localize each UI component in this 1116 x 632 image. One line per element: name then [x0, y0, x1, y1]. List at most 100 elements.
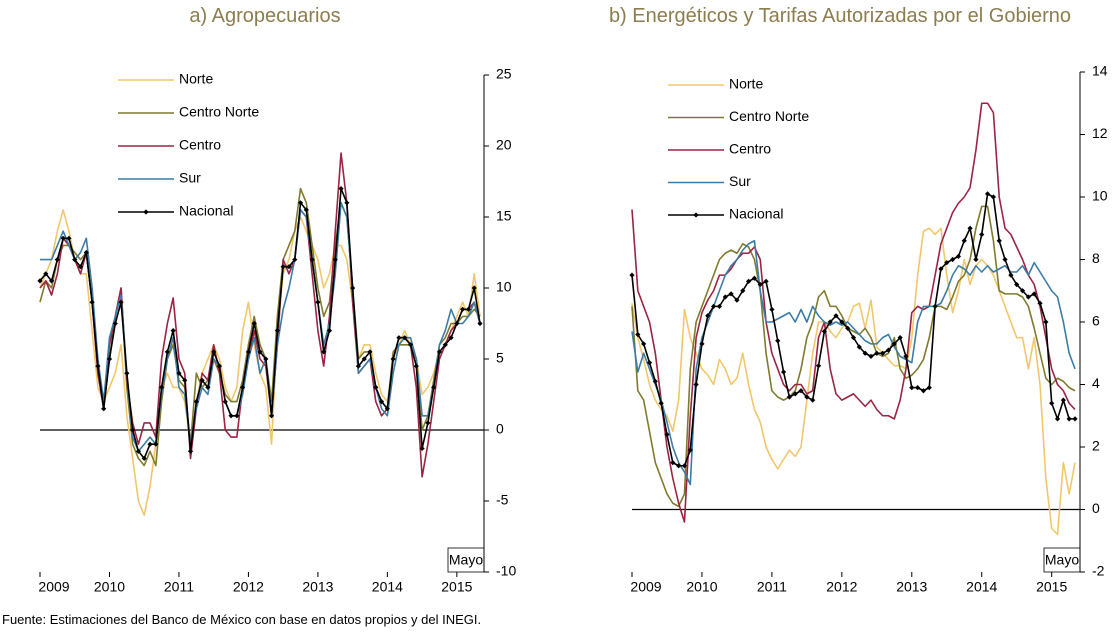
x-tick-label: 2009 [38, 579, 69, 595]
series-marker [193, 399, 199, 405]
legend-label: Sur [179, 170, 201, 186]
series-marker [745, 278, 752, 284]
x-tick-label: 2011 [164, 579, 194, 595]
annotation: Mayo [1045, 552, 1079, 568]
series-line [40, 202, 481, 453]
series-marker [664, 431, 670, 438]
x-tick-label: 2009 [630, 579, 661, 595]
series-marker [164, 349, 170, 355]
series-marker [274, 328, 280, 334]
series-marker [699, 341, 705, 347]
series-marker [390, 356, 396, 362]
legend-marker [693, 212, 699, 218]
y-tick-label: 20 [496, 137, 512, 153]
series-marker [903, 353, 909, 359]
legend-label: Nacional [729, 206, 783, 222]
x-tick-label: 2012 [826, 579, 857, 595]
series-marker [77, 264, 84, 270]
series-marker [170, 328, 176, 334]
series-marker [734, 297, 740, 303]
annotation-box [1043, 547, 1081, 573]
series-marker [396, 335, 402, 341]
series-marker [1037, 300, 1043, 306]
series-marker [1043, 319, 1049, 325]
x-tick-label: 2010 [686, 579, 717, 595]
series-marker [37, 278, 43, 284]
series-marker [286, 264, 292, 270]
series-marker [938, 266, 944, 272]
series-marker [413, 363, 419, 369]
legend-label: Centro [179, 137, 221, 153]
series-marker [60, 235, 66, 241]
series-line [39, 209, 481, 516]
legend-label: Centro Norte [729, 108, 809, 124]
series-marker [95, 363, 101, 369]
series-marker [815, 363, 822, 369]
series-marker [257, 349, 263, 355]
series-marker [460, 306, 466, 312]
series-marker [280, 264, 286, 270]
series-marker [658, 400, 664, 406]
series-marker [332, 257, 338, 263]
series-marker [384, 406, 390, 412]
series-marker [635, 331, 641, 338]
series-marker [810, 397, 816, 403]
series-marker [326, 328, 333, 334]
series-marker [874, 350, 880, 356]
series-marker [780, 369, 787, 375]
series-marker [827, 319, 833, 325]
y-tick-label: 4 [1092, 375, 1100, 391]
series-marker [862, 350, 868, 356]
series-marker [240, 384, 246, 390]
series-marker [856, 344, 862, 350]
y-tick-label: 14 [1092, 63, 1108, 79]
series-marker [101, 406, 107, 412]
series-marker [465, 306, 472, 312]
series-marker [1060, 397, 1066, 403]
y-tick-label: 6 [1092, 313, 1100, 329]
series-marker [153, 441, 159, 447]
x-tick-label: 2010 [94, 579, 125, 595]
series-marker [763, 278, 769, 284]
series-marker [112, 320, 118, 327]
series-marker [891, 341, 897, 347]
series-marker [1019, 288, 1026, 294]
series-marker [147, 441, 153, 447]
series-marker [118, 299, 124, 305]
series-marker [1025, 294, 1031, 300]
series-marker [477, 320, 483, 327]
series-marker [990, 194, 996, 200]
series-marker [1049, 400, 1055, 406]
x-tick-label: 2012 [233, 579, 264, 595]
legend-label: Sur [729, 173, 751, 189]
series-marker [344, 200, 350, 206]
series-marker [436, 349, 443, 355]
x-tick-label: 2013 [896, 579, 927, 595]
series-marker [705, 313, 711, 319]
series-marker [425, 420, 431, 426]
series-marker [373, 384, 379, 390]
series-line [631, 205, 1076, 508]
series-marker [926, 385, 932, 391]
series-line [39, 187, 481, 467]
series-marker [920, 388, 927, 394]
series-marker [973, 256, 979, 263]
series-marker [722, 294, 728, 300]
series-marker [54, 257, 60, 263]
annotation-box [447, 547, 485, 573]
series-marker [646, 360, 653, 366]
series-marker [751, 275, 758, 281]
series-marker [199, 377, 205, 383]
series-marker [693, 381, 699, 388]
y-tick-label: 10 [496, 279, 512, 295]
series-marker [967, 225, 973, 231]
series-marker [740, 288, 746, 294]
series-marker [234, 413, 240, 419]
series-marker [716, 303, 723, 309]
series-marker [868, 353, 874, 359]
series-marker [932, 303, 938, 309]
series-marker [454, 320, 460, 327]
series-marker [757, 281, 763, 288]
